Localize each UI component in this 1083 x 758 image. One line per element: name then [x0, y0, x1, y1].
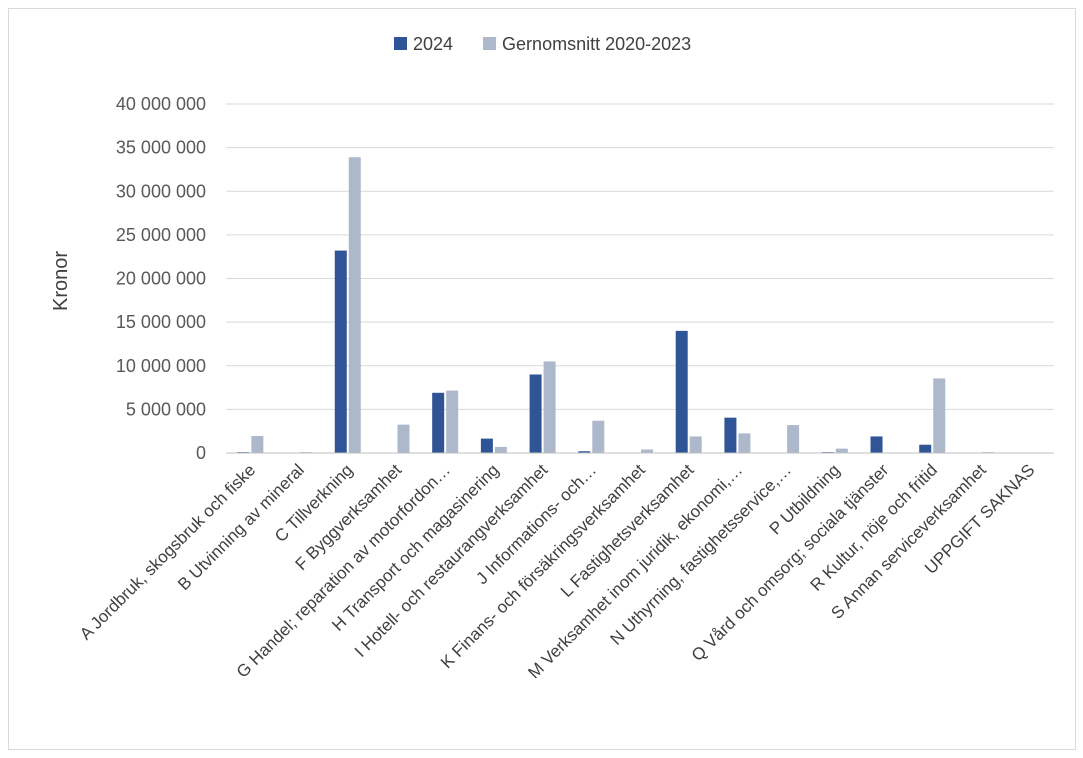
bar-series-2024 — [432, 392, 445, 453]
y-tick-label: 5 000 000 — [126, 399, 206, 419]
legend-label: Gernomsnitt 2020-2023 — [502, 34, 691, 54]
bar-series-average — [592, 420, 605, 453]
bar-series-average — [689, 436, 702, 453]
bar-chart: 2024 Gernomsnitt 2020-2023 0 5 000 000 10 0… — [50, 34, 1054, 682]
bar-series-2024 — [480, 438, 493, 453]
y-tick-label: 20 000 000 — [116, 269, 206, 289]
y-tick-label: 35 000 000 — [116, 138, 206, 158]
bar-series-average — [933, 378, 946, 453]
y-tick-label: 0 — [196, 443, 206, 463]
bar-series-2024 — [919, 444, 932, 453]
bar-series-2024 — [334, 250, 347, 453]
bar-series-average — [494, 446, 507, 453]
y-tick-label: 15 000 000 — [116, 312, 206, 332]
bar-series-average — [446, 390, 459, 453]
legend: 2024 Gernomsnitt 2020-2023 — [394, 34, 691, 54]
legend-swatch — [394, 37, 407, 50]
x-category-label: A Jordbruk, skogsbruk och fiske — [76, 460, 259, 643]
bar-series-2024 — [870, 436, 883, 453]
bar-series-average — [348, 157, 361, 453]
bar-series-average — [543, 361, 556, 453]
bar-series-average — [787, 425, 800, 453]
bar-series-2024 — [529, 374, 542, 453]
y-tick-label: 10 000 000 — [116, 356, 206, 376]
legend-label: 2024 — [413, 34, 453, 54]
bar-series-2024 — [675, 330, 688, 453]
y-tick-label: 40 000 000 — [116, 94, 206, 114]
bars — [237, 157, 994, 453]
bar-series-average — [738, 433, 751, 453]
bar-series-average — [251, 435, 264, 453]
bar-series-2024 — [724, 417, 737, 453]
chart-frame: 2024 Gernomsnitt 2020-2023 0 5 000 000 10 0… — [8, 8, 1076, 750]
bar-series-2024 — [578, 451, 591, 453]
y-tick-label: 30 000 000 — [116, 181, 206, 201]
y-tick-label: 25 000 000 — [116, 225, 206, 245]
y-axis-ticks: 0 5 000 000 10 000 000 15 000 000 20 000 000… — [116, 94, 206, 463]
y-axis-title: Kronor — [50, 251, 72, 311]
bar-series-average — [641, 449, 653, 453]
bar-series-average — [835, 448, 848, 453]
legend-swatch — [483, 37, 497, 50]
x-category-label: N Uthyrning, fastighetsservice,… — [606, 460, 794, 648]
bar-series-average — [397, 424, 410, 453]
gridlines — [226, 103, 1054, 410]
